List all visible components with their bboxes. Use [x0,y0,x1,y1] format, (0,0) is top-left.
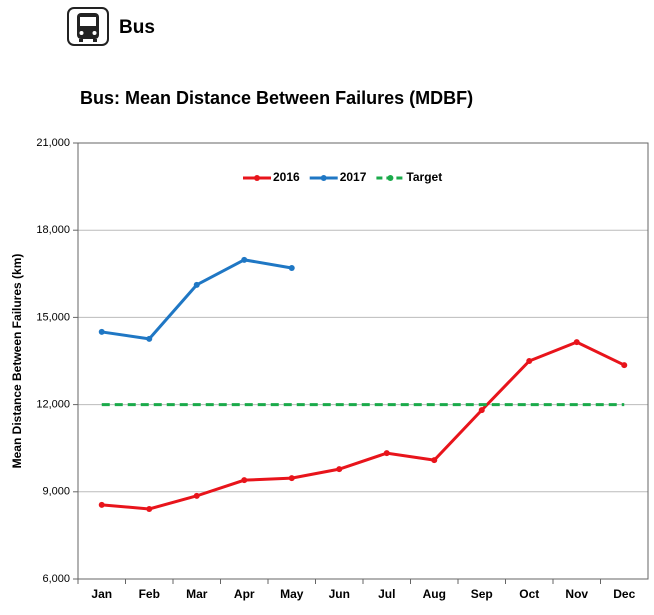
legend-marker [254,175,260,181]
data-point [193,492,200,499]
x-tick-label: Jun [329,587,350,601]
x-tick-label: Feb [139,587,160,601]
data-point [288,475,295,482]
data-point [431,457,438,464]
data-point [526,358,533,364]
data-point [98,501,105,508]
y-tick-label: 12,000 [36,399,70,411]
data-point [98,328,105,335]
legend-label: 2017 [340,170,367,184]
y-axis-title: Mean Distance Between Failures (km) [10,254,24,469]
x-tick-label: Sep [471,587,493,601]
data-point [146,335,153,342]
y-tick-label: 21,000 [36,137,70,149]
x-tick-label: Mar [186,587,208,601]
data-point [146,505,153,512]
series-line [101,258,293,341]
x-tick-label: Dec [613,587,635,601]
data-point [621,362,628,369]
x-tick-label: May [280,587,304,601]
x-tick-label: Nov [565,587,588,601]
data-point [383,450,390,457]
data-point [241,256,248,263]
chart-title: Bus: Mean Distance Between Failures (MDB… [80,88,473,108]
x-tick-label: Jul [378,587,395,601]
data-point [193,281,200,288]
data-point [241,477,248,484]
legend-label: Target [406,170,442,184]
x-tick-label: Apr [234,587,255,601]
legend-label: 2016 [273,170,300,184]
y-tick-label: 18,000 [36,224,70,236]
y-tick-label: 15,000 [36,311,70,323]
series-line [101,340,625,511]
y-tick-label: 9,000 [42,486,70,498]
bus-icon [67,7,109,46]
x-tick-label: Aug [423,587,446,601]
legend-marker [320,175,327,181]
plot-frame [77,142,649,580]
header-title: Bus [119,17,155,38]
x-tick-label: Oct [519,587,539,601]
y-tick-label: 6,000 [42,573,70,585]
legend-marker [387,175,394,181]
data-point [288,264,295,271]
data-point [478,407,485,414]
data-point [573,339,580,346]
data-point [336,466,343,473]
x-tick-label: Jan [91,587,112,601]
